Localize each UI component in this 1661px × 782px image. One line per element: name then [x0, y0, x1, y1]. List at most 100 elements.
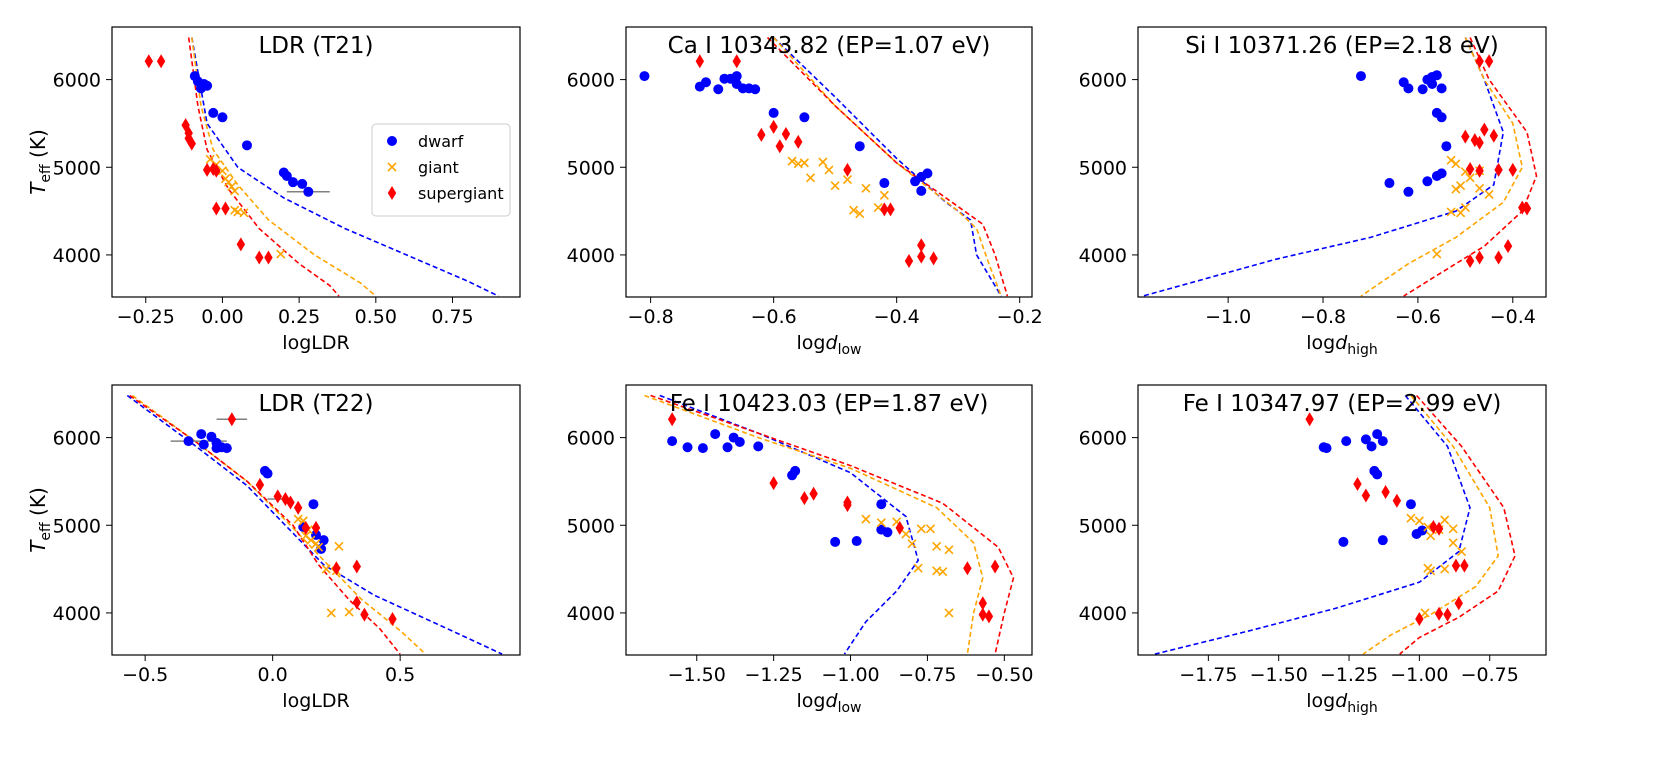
x-axis-label: logdlow	[797, 690, 862, 716]
giant-point	[861, 183, 871, 193]
x-tick-label: −1.00	[821, 664, 879, 686]
giant-point	[227, 181, 237, 192]
subplot-title: Ca I 10343.82 (EP=1.07 eV)	[668, 33, 991, 59]
legend-label-supergiant: supergiant	[418, 184, 504, 203]
giant-point	[1448, 524, 1458, 534]
dwarf-point	[241, 140, 252, 151]
dwarf-point	[879, 178, 890, 189]
legend-label-giant: giant	[418, 158, 459, 177]
giant-point	[239, 208, 249, 218]
giant-point	[824, 165, 834, 175]
dwarf-point	[221, 443, 232, 454]
supergiant-point	[1489, 128, 1499, 143]
dwarf-point	[854, 141, 865, 152]
supergiant-point	[695, 54, 705, 69]
y-tick-label: 6000	[53, 428, 101, 450]
dwarf-point	[202, 80, 213, 91]
supergiant-point	[301, 520, 310, 535]
x-tick-label: 0.5	[385, 664, 415, 686]
giant-point	[1457, 546, 1467, 557]
plot-area	[639, 36, 1009, 297]
axes-frame	[625, 26, 1033, 298]
giant-point	[932, 541, 942, 551]
plot-area	[644, 394, 1015, 655]
supergiant-point	[156, 54, 166, 69]
giant-point	[907, 539, 917, 549]
supergiant-point	[1454, 596, 1463, 611]
dwarf-model-curve	[1142, 37, 1505, 297]
supergiant-point	[255, 250, 264, 265]
y-tick-label: 4000	[1079, 603, 1127, 625]
giant-point	[901, 529, 911, 539]
giant-point	[1451, 159, 1461, 169]
y-tick-label: 5000	[1079, 515, 1127, 537]
x-tick-label: −0.4	[874, 306, 920, 328]
x-tick-label: −1.25	[1320, 664, 1378, 686]
giant-point	[830, 181, 840, 191]
legend-marker-giant	[387, 162, 397, 172]
supergiant-point	[984, 609, 994, 624]
subplot-1: −0.25 0.00 0.25 0.50 0.75 4000 5000 6000 LDR (T2…	[26, 26, 521, 354]
supergiant-point	[794, 134, 803, 149]
dwarf-point	[750, 84, 761, 95]
giant-point	[1475, 183, 1485, 193]
supergiant-point	[212, 201, 221, 216]
supergiant-point	[227, 412, 237, 427]
dwarf-point	[1417, 84, 1428, 95]
y-tick-label: 5000	[53, 157, 101, 179]
subplot-2: −0.8 −0.6 −0.4 −0.2 4000 5000 6000 Ca I 10343.8…	[567, 26, 1043, 358]
supergiant-point	[963, 561, 972, 576]
dwarf-point	[851, 536, 862, 547]
supergiant-point	[800, 491, 809, 506]
axes-frame	[1137, 26, 1547, 298]
y-tick-label: 5000	[567, 157, 615, 179]
dwarf-point	[787, 470, 798, 481]
x-tick-label: −0.6	[1395, 306, 1441, 328]
axes-frame	[1137, 384, 1547, 656]
legend-marker-supergiant	[387, 186, 397, 200]
giant-point	[1446, 207, 1456, 217]
supergiant-point	[757, 127, 766, 142]
giant-point	[276, 249, 286, 259]
giant-point	[787, 156, 797, 166]
giant-model-curve	[1362, 394, 1500, 655]
supergiant-point	[1429, 520, 1438, 535]
giant-point	[855, 209, 865, 219]
giant-point	[876, 518, 886, 528]
dwarf-point	[183, 436, 194, 447]
dwarf-point	[303, 186, 314, 197]
axes-frame	[111, 26, 521, 298]
legend-marker-dwarf	[387, 136, 397, 146]
supergiant-point	[990, 559, 1000, 574]
supergiant-point	[886, 202, 895, 217]
subplot-title: LDR (T21)	[258, 33, 373, 59]
supergiant-point	[1494, 162, 1503, 177]
supergiant-point	[311, 520, 321, 535]
giant-model-curve	[131, 394, 427, 655]
giant-point	[1456, 181, 1466, 191]
supergiant-point	[1353, 477, 1362, 492]
dwarf-point	[196, 429, 207, 440]
x-tick-label: −0.25	[117, 306, 175, 328]
giant-point	[334, 541, 344, 551]
x-tick-label: −1.75	[1179, 664, 1237, 686]
supergiant-model-curve	[1399, 394, 1516, 655]
x-tick-label: 0.50	[355, 306, 397, 328]
x-tick-label: −0.8	[628, 306, 674, 328]
giant-point	[861, 514, 871, 524]
dwarf-point	[667, 436, 678, 447]
supergiant-point	[978, 607, 987, 622]
supergiant-point	[769, 119, 778, 134]
supergiant-point	[360, 607, 369, 622]
dwarf-point	[1377, 436, 1388, 447]
dwarf-point	[1341, 436, 1352, 447]
y-tick-label: 4000	[53, 603, 101, 625]
supergiant-point	[1475, 54, 1484, 69]
supergiant-point	[1480, 122, 1489, 137]
giant-point	[938, 567, 948, 577]
supergiant-point	[236, 237, 246, 252]
supergiant-point	[1381, 484, 1390, 499]
legend: dwarf giant supergiant	[371, 123, 511, 217]
giant-model-curve	[644, 394, 984, 655]
axes-frame	[111, 384, 521, 656]
